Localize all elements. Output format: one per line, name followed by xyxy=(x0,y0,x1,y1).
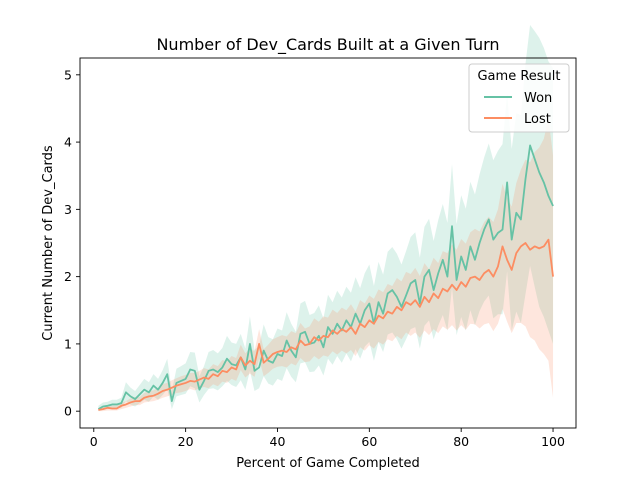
x-tick-label: 80 xyxy=(453,434,469,449)
series-line-lost xyxy=(98,238,554,411)
ci-band-lost xyxy=(98,118,554,412)
y-tick-label: 1 xyxy=(64,336,72,351)
confidence-bands xyxy=(98,25,554,412)
y-axis-label: Current Number of Dev_Cards xyxy=(41,145,56,341)
ci-band-won xyxy=(98,25,554,412)
legend-label-lost: Lost xyxy=(524,112,551,127)
y-tick-label: 3 xyxy=(64,202,72,217)
y-tick-label: 4 xyxy=(64,135,72,150)
x-tick-label: 40 xyxy=(270,434,286,449)
legend-title: Game Result xyxy=(477,69,560,84)
legend: Game Result Won Lost xyxy=(468,63,570,133)
x-tick-label: 100 xyxy=(541,434,565,449)
series-lines xyxy=(97,144,554,411)
x-axis-label: Percent of Game Completed xyxy=(236,456,419,471)
y-tick-label: 0 xyxy=(64,404,72,419)
y-tick-label: 5 xyxy=(64,67,72,82)
y-axis-ticks: 0 1 2 3 4 5 xyxy=(64,67,80,419)
legend-label-won: Won xyxy=(524,91,552,106)
x-tick-label: 60 xyxy=(361,434,377,449)
x-tick-label: 20 xyxy=(178,434,194,449)
chart-title: Number of Dev_Cards Built at a Given Tur… xyxy=(156,35,499,55)
legend-box xyxy=(468,63,570,133)
x-axis-ticks: 0 20 40 60 80 100 xyxy=(90,428,565,449)
plot-frame xyxy=(79,57,577,429)
x-tick-label: 0 xyxy=(90,434,98,449)
y-tick-label: 2 xyxy=(64,269,72,284)
